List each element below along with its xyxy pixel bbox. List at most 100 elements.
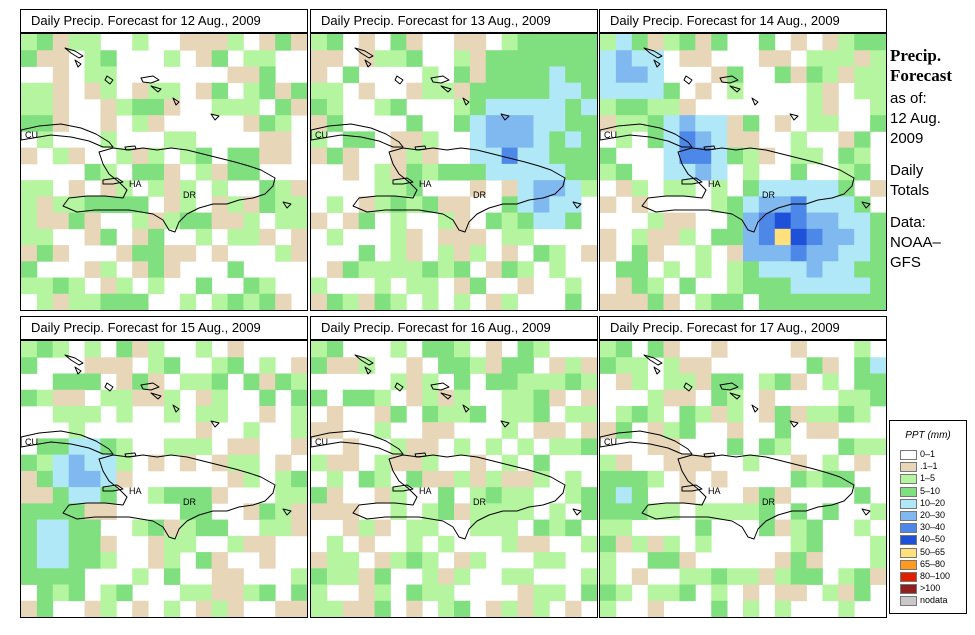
precip-cell [469,66,487,84]
precip-cell [148,163,165,181]
precip-cell [822,180,839,197]
bahama5-coastline [729,85,741,93]
legend-swatch [900,535,917,546]
precip-cell [822,422,839,439]
precip-cell [549,34,566,51]
precip-cell [326,293,344,310]
precip-cell [454,115,471,132]
precip-cell [485,357,503,374]
precip-cell [179,212,197,230]
precip-cell [517,212,534,230]
precip-cell [517,163,534,181]
precip-cell [790,163,807,181]
precip-cell [565,66,582,84]
precip-cell [116,98,133,116]
precip-cell [100,50,117,67]
precip-cell [291,519,307,537]
precip-cell [311,277,328,295]
precip-cell [68,584,85,602]
precip-cell [581,131,597,149]
precip-cell [533,147,550,165]
precip-cell [517,584,534,602]
precip-cell [454,98,471,116]
precip-cell [727,131,744,149]
precip-cell [727,405,744,423]
precip-cell [100,293,117,310]
precip-cell [454,277,471,295]
precip-cell [469,131,487,149]
precip-cell [438,422,455,439]
precip-cell [565,405,582,423]
cuba-label: CU [604,130,617,140]
bahama5-coastline [150,392,162,400]
precip-cell [100,357,117,374]
precip-cell [469,50,487,67]
precip-cell [647,66,664,84]
precip-cell [501,212,518,230]
precip-cell [374,261,391,278]
precip-cell [565,98,582,116]
haiti-label: HA [419,486,432,496]
precip-cell [822,293,839,310]
tortuga-coastline [703,452,716,458]
precip-cell [501,519,518,537]
precip-cell [68,212,85,230]
tortuga-coastline [124,145,137,151]
precip-cell [838,212,855,230]
legend-swatch [900,498,917,509]
bahama3-coastline [394,382,404,392]
precip-cell [211,454,228,472]
precip-cell [695,163,712,181]
precip-cell [390,147,407,165]
precip-cell [52,487,70,504]
precip-cell [533,115,550,132]
precip-cell [36,438,54,456]
precip-cell [422,341,439,358]
precip-cell [243,147,260,165]
precip-cell [243,98,260,116]
precip-cell [600,163,617,181]
precip-cell [36,277,54,295]
precip-cell [116,357,133,374]
precip-cell [695,115,712,132]
precip-cell [870,50,886,67]
precip-cell [36,503,54,520]
precip-cell [758,34,776,51]
precip-cell [326,422,344,439]
precip-cell [727,503,744,520]
precip-cell [838,131,855,149]
precip-cell [533,98,550,116]
precip-cell [774,245,792,262]
precip-cell [549,115,566,132]
precip-cell [615,293,633,310]
precip-cell [631,293,649,310]
precip-cell [854,389,871,407]
precip-cell [517,98,534,116]
asof-label: as of: [890,90,927,107]
precip-cell [631,34,649,51]
precip-cell [790,196,807,213]
precip-cell [21,519,38,537]
legend-swatch [900,523,917,534]
precip-cell [291,438,307,456]
precip-cell [533,584,550,602]
precip-cell [679,405,696,423]
precip-cell [517,196,534,213]
precip-cell [21,503,38,520]
precip-cell [517,277,534,295]
forecast-panel-aug14: Daily Precip. Forecast for 14 Aug., 2009… [599,9,887,311]
precip-cell [21,341,38,358]
hisp-coastline [641,454,855,540]
legend-item: 50–65 [900,547,964,559]
precip-cell [485,438,503,456]
precip-cell [291,422,307,439]
data-source-line3: GFS [890,254,921,271]
precip-cell [615,277,633,295]
precip-cell [179,373,197,391]
legend-item: 20–30 [900,510,964,522]
precip-cell [52,196,70,213]
precip-cell [116,454,133,472]
precip-cell [469,245,487,262]
precip-cell [406,438,423,456]
precip-cell [116,196,133,213]
